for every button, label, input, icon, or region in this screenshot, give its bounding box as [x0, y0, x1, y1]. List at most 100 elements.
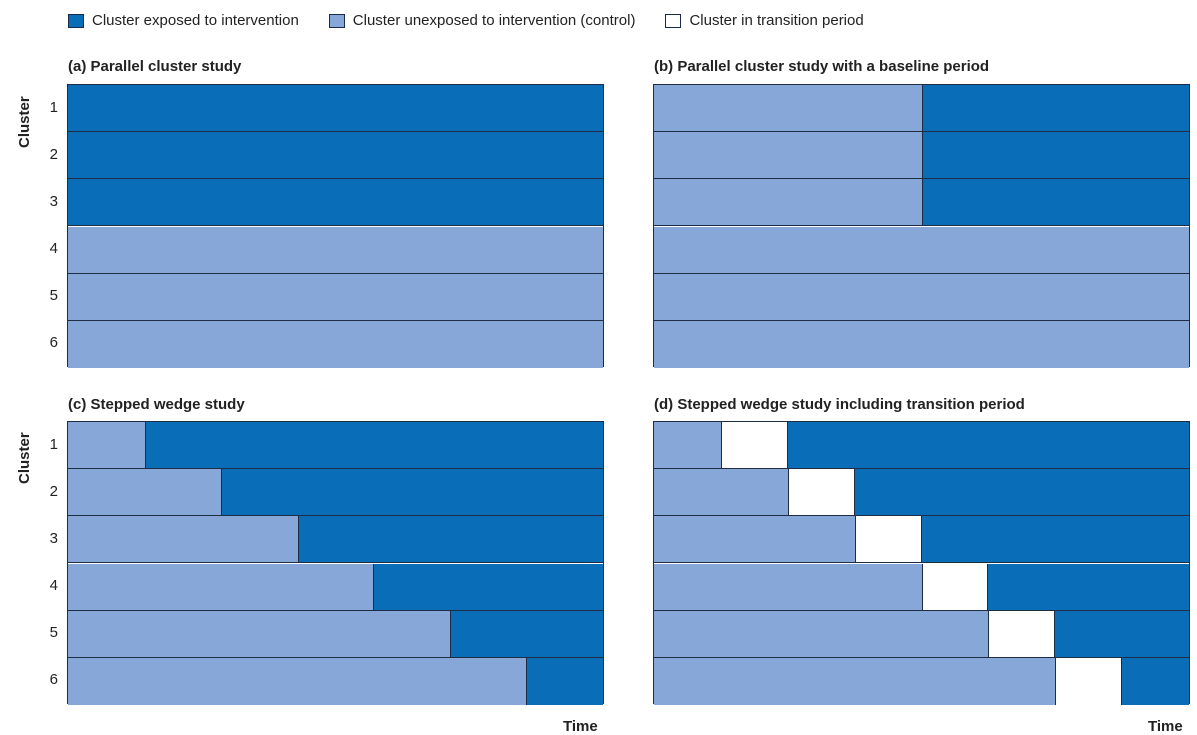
- transition-segment: [1055, 657, 1123, 705]
- transition-segment: [787, 469, 855, 516]
- control-segment: [68, 422, 145, 469]
- control-segment: [68, 320, 603, 368]
- cluster-row: [68, 85, 603, 133]
- x-axis-label-right: Time: [1148, 718, 1183, 735]
- cluster-row: [68, 226, 603, 274]
- legend-item-exposed: Cluster exposed to intervention: [68, 12, 299, 29]
- exposed-segment: [373, 563, 603, 610]
- cluster-row: [68, 469, 603, 517]
- control-segment: [68, 563, 374, 610]
- transition-segment: [854, 516, 922, 563]
- cluster-row: [68, 657, 603, 705]
- legend-label-control: Cluster unexposed to intervention (contr…: [352, 12, 636, 29]
- cluster-row: [654, 273, 1189, 321]
- cluster-row: [68, 610, 603, 658]
- panel-d-grid: [653, 421, 1190, 705]
- panel-a-grid: [67, 84, 604, 368]
- exposed-segment: [68, 132, 603, 179]
- transition-segment: [988, 610, 1056, 657]
- cluster-row: [68, 516, 603, 564]
- panel-a-title: (a) Parallel cluster study: [68, 58, 242, 75]
- control-segment: [68, 469, 221, 516]
- top-cluster-label: 6: [49, 334, 58, 352]
- exposed-segment: [921, 132, 1189, 179]
- control-segment: [654, 422, 721, 469]
- cluster-row: [654, 422, 1189, 470]
- legend-item-transition: Cluster in transition period: [665, 12, 864, 29]
- control-segment: [654, 132, 922, 179]
- exposed-segment: [1055, 610, 1189, 657]
- exposed-segment: [68, 179, 603, 226]
- legend-label-transition: Cluster in transition period: [689, 12, 864, 29]
- transition-segment: [720, 422, 788, 469]
- exposed-segment: [297, 516, 603, 563]
- exposed-segment: [988, 563, 1189, 610]
- panel-d-title: (d) Stepped wedge study including transi…: [654, 396, 1025, 413]
- cluster-row: [68, 563, 603, 611]
- control-segment: [654, 226, 1189, 273]
- cluster-row: [654, 179, 1189, 227]
- control-segment: [654, 516, 855, 563]
- exposed-segment: [1122, 657, 1189, 705]
- cluster-row: [654, 516, 1189, 564]
- control-segment: [68, 226, 603, 273]
- cluster-row: [68, 422, 603, 470]
- top-cluster-label: 3: [49, 192, 58, 210]
- y-axis-label-bottom: Cluster: [16, 432, 33, 484]
- legend-item-control: Cluster unexposed to intervention (contr…: [328, 12, 636, 29]
- y-axis-label-top: Cluster: [16, 96, 33, 148]
- x-axis-label-left: Time: [563, 718, 598, 735]
- bottom-cluster-label: 3: [49, 529, 58, 547]
- legend-swatch-control: [328, 13, 345, 28]
- control-segment: [68, 273, 603, 320]
- exposed-segment: [221, 469, 603, 516]
- top-cluster-label: 2: [49, 145, 58, 163]
- exposed-segment: [921, 179, 1189, 226]
- panel-b-grid: [653, 84, 1190, 368]
- control-segment: [654, 273, 1189, 320]
- exposed-segment: [68, 85, 603, 132]
- exposed-segment: [526, 657, 603, 705]
- transition-segment: [921, 563, 989, 610]
- cluster-row: [68, 320, 603, 368]
- legend-swatch-transition: [665, 13, 682, 28]
- cluster-row: [654, 563, 1189, 611]
- bottom-cluster-label: 6: [49, 671, 58, 689]
- cluster-row: [68, 132, 603, 180]
- panel-c-grid: [67, 421, 604, 705]
- top-cluster-label: 4: [49, 240, 58, 258]
- control-segment: [654, 179, 922, 226]
- bottom-cluster-label: 1: [49, 435, 58, 453]
- cluster-row: [654, 226, 1189, 274]
- exposed-segment: [449, 610, 603, 657]
- cluster-row: [68, 179, 603, 227]
- control-segment: [654, 610, 989, 657]
- panel-c-title: (c) Stepped wedge study: [68, 396, 245, 413]
- exposed-segment: [921, 516, 1189, 563]
- cluster-row: [654, 610, 1189, 658]
- cluster-row: [654, 132, 1189, 180]
- control-segment: [68, 657, 527, 705]
- control-segment: [68, 516, 298, 563]
- control-segment: [68, 610, 450, 657]
- panel-b-title: (b) Parallel cluster study with a baseli…: [654, 58, 990, 75]
- bottom-cluster-label: 2: [49, 482, 58, 500]
- control-segment: [654, 469, 788, 516]
- cluster-row: [654, 657, 1189, 705]
- legend-swatch-exposed: [68, 13, 84, 28]
- control-segment: [654, 320, 1189, 368]
- exposed-segment: [787, 422, 1189, 469]
- cluster-row: [654, 469, 1189, 517]
- cluster-row: [654, 320, 1189, 368]
- cluster-row: [68, 273, 603, 321]
- exposed-segment: [144, 422, 603, 469]
- top-cluster-label: 5: [49, 287, 58, 305]
- control-segment: [654, 85, 922, 132]
- exposed-segment: [854, 469, 1189, 516]
- control-segment: [654, 563, 922, 610]
- top-cluster-label: 1: [49, 98, 58, 116]
- bottom-cluster-label: 4: [49, 577, 58, 595]
- legend: Cluster exposed to intervention Cluster …: [68, 12, 864, 29]
- legend-label-exposed: Cluster exposed to intervention: [92, 12, 299, 29]
- exposed-segment: [921, 85, 1189, 132]
